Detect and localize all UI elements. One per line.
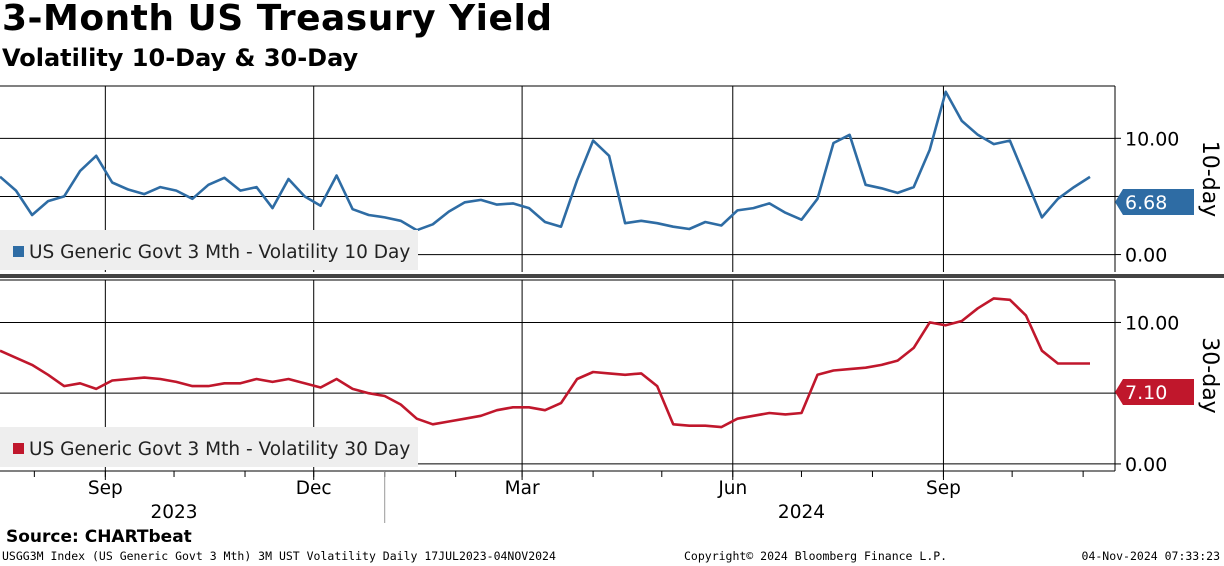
- source-label: Source: CHARTbeat: [6, 527, 192, 547]
- panel-label: 10-day: [1197, 141, 1222, 217]
- legend: US Generic Govt 3 Mth - Volatility 10 Da…: [0, 230, 418, 270]
- legend-swatch: [13, 443, 24, 454]
- legend: US Generic Govt 3 Mth - Volatility 30 Da…: [0, 427, 418, 467]
- y-tick-label: 0.00: [1125, 454, 1167, 476]
- chart-title: 3-Month US Treasury Yield: [2, 0, 553, 39]
- x-tick-label: Jun: [717, 478, 747, 499]
- legend-label: US Generic Govt 3 Mth - Volatility 10 Da…: [29, 242, 410, 263]
- series-line: [0, 297, 1090, 429]
- last-value-tag: [1115, 189, 1194, 215]
- x-axis: Sep Dec Mar Jun Sep 2023 2024: [0, 470, 1115, 523]
- y-tick-label: 0.00: [1125, 245, 1167, 267]
- legend-label: US Generic Govt 3 Mth - Volatility 30 Da…: [29, 439, 410, 460]
- legend-background: [0, 427, 418, 467]
- x-tick-label: Sep: [88, 478, 123, 499]
- series-line: [0, 90, 1091, 232]
- y-tick-label: 10.00: [1125, 312, 1179, 334]
- x-year-label: 2024: [778, 502, 825, 523]
- last-value-tag: [1115, 379, 1194, 405]
- legend-swatch: [13, 246, 24, 257]
- footer-timestamp: 04-Nov-2024 07:33:23: [1081, 549, 1220, 563]
- footer-copyright: Copyright© 2024 Bloomberg Finance L.P.: [684, 549, 948, 563]
- x-year-label: 2023: [150, 502, 197, 523]
- last-value-label: 7.10: [1125, 382, 1167, 404]
- last-value-label: 6.68: [1125, 192, 1167, 214]
- chart-subtitle: Volatility 10-Day & 30-Day: [2, 44, 359, 72]
- footer-index-description: USGG3M Index (US Generic Govt 3 Mth) 3M …: [2, 549, 556, 563]
- x-tick-label: Sep: [926, 478, 961, 499]
- panel-label: 30-day: [1197, 337, 1222, 413]
- y-tick-label: 10.00: [1125, 128, 1179, 150]
- panel-separator: [0, 274, 1224, 278]
- x-tick-label: Dec: [296, 478, 332, 499]
- x-tick-label: Mar: [505, 478, 540, 499]
- legend-background: [0, 230, 418, 270]
